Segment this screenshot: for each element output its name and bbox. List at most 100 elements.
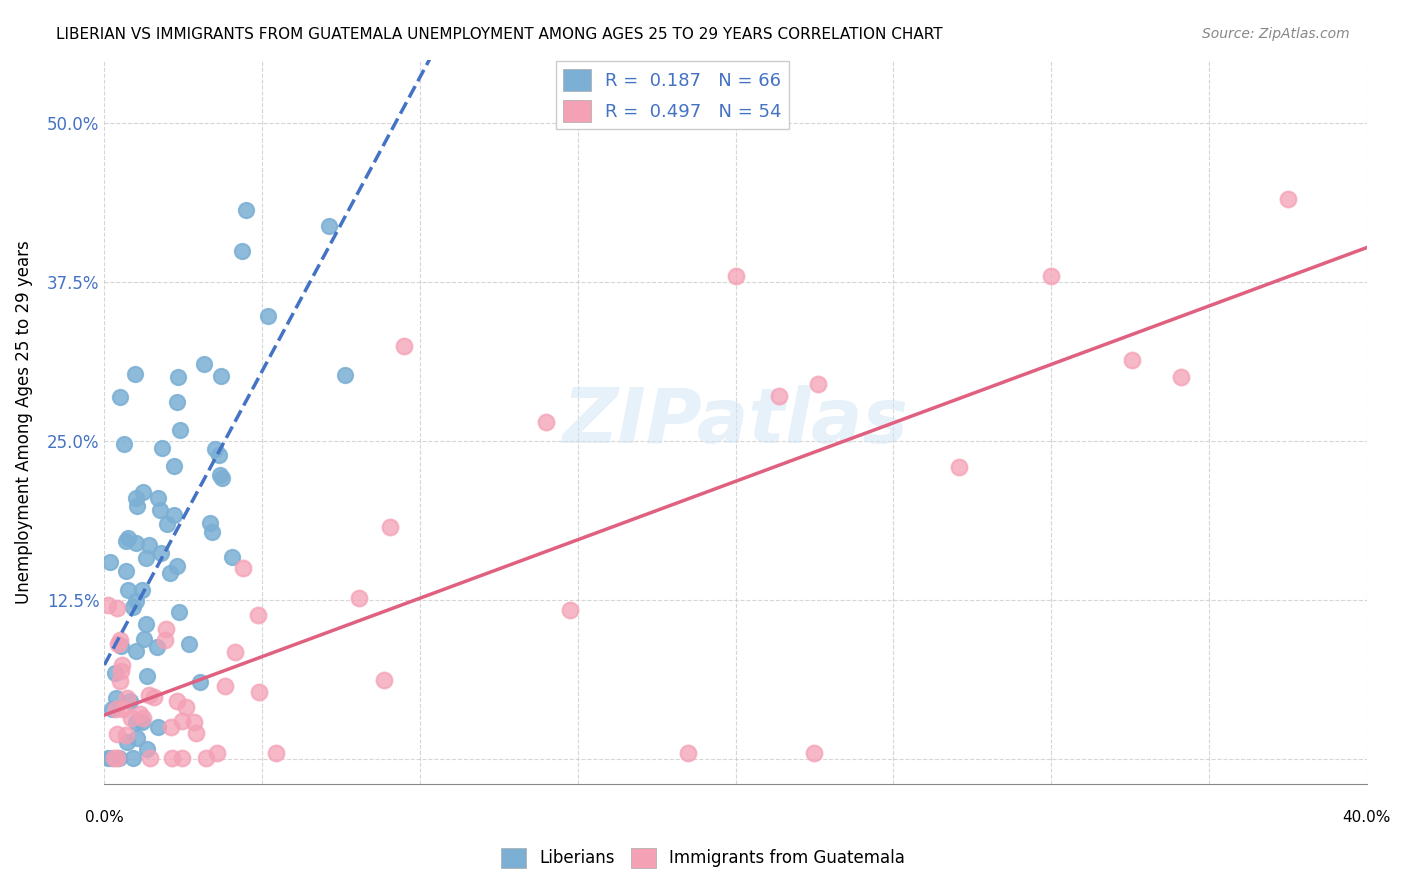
Point [105, 727, 128, 741]
Point [124, 367, 146, 381]
Point [166, 559, 188, 574]
Text: ZIPatlas: ZIPatlas [562, 385, 908, 459]
Point [198, 516, 221, 530]
Point [807, 376, 830, 391]
Point [208, 448, 231, 462]
Point [135, 551, 157, 566]
Point [132, 711, 155, 725]
Point [724, 268, 747, 283]
Point [169, 423, 191, 437]
Point [392, 339, 415, 353]
Point [107, 637, 129, 651]
Point [131, 714, 153, 729]
Point [333, 368, 356, 383]
Point [117, 582, 139, 597]
Point [146, 640, 169, 654]
Point [124, 535, 146, 549]
Point [160, 720, 183, 734]
Text: LIBERIAN VS IMMIGRANTS FROM GUATEMALA UNEMPLOYMENT AMONG AGES 25 TO 29 YEARS COR: LIBERIAN VS IMMIGRANTS FROM GUATEMALA UN… [56, 27, 943, 42]
Point [115, 690, 138, 705]
Point [150, 546, 173, 560]
Point [257, 310, 280, 324]
Point [110, 664, 132, 678]
Point [373, 673, 395, 687]
Point [194, 750, 217, 764]
Point [98, 555, 121, 569]
Point [120, 711, 142, 725]
Point [264, 746, 287, 760]
Point [558, 602, 581, 616]
Point [125, 491, 148, 506]
Point [177, 637, 200, 651]
Point [122, 750, 145, 764]
Text: 0.0%: 0.0% [84, 810, 124, 825]
Text: 40.0%: 40.0% [1343, 810, 1391, 825]
Point [183, 714, 205, 729]
Point [149, 502, 172, 516]
Point [121, 599, 143, 614]
Point [209, 369, 232, 384]
Point [163, 459, 186, 474]
Point [117, 531, 139, 545]
Point [1121, 353, 1143, 368]
Point [221, 549, 243, 564]
Point [103, 750, 125, 764]
Point [114, 534, 136, 549]
Point [112, 702, 135, 716]
Legend: Liberians, Immigrants from Guatemala: Liberians, Immigrants from Guatemala [494, 841, 912, 875]
Point [105, 601, 128, 615]
Point [105, 750, 128, 764]
Point [170, 750, 193, 764]
Point [184, 726, 207, 740]
Point [166, 694, 188, 708]
Point [148, 720, 170, 734]
Point [190, 675, 212, 690]
Point [136, 742, 159, 756]
Point [136, 669, 159, 683]
Point [1040, 268, 1063, 283]
Point [224, 645, 246, 659]
Y-axis label: Unemployment Among Ages 25 to 29 years: Unemployment Among Ages 25 to 29 years [15, 240, 32, 604]
Point [143, 690, 166, 704]
Point [132, 632, 155, 646]
Point [127, 499, 149, 513]
Point [128, 707, 150, 722]
Point [125, 594, 148, 608]
Point [204, 442, 226, 456]
Point [166, 395, 188, 409]
Point [167, 606, 190, 620]
Point [135, 616, 157, 631]
Point [318, 219, 340, 234]
Point [108, 390, 131, 404]
Point [125, 731, 148, 746]
Point [97, 750, 120, 764]
Point [174, 699, 197, 714]
Point [104, 691, 127, 706]
Point [108, 750, 131, 764]
Point [159, 566, 181, 580]
Point [132, 485, 155, 500]
Point [96, 599, 118, 613]
Point [948, 459, 970, 474]
Point [115, 564, 138, 578]
Legend: R =  0.187   N = 66, R =  0.497   N = 54: R = 0.187 N = 66, R = 0.497 N = 54 [557, 62, 789, 129]
Point [247, 685, 270, 699]
Point [172, 714, 194, 728]
Point [678, 746, 700, 760]
Point [214, 679, 236, 693]
Point [100, 750, 122, 764]
Point [378, 520, 401, 534]
Point [211, 470, 233, 484]
Point [115, 728, 138, 742]
Point [118, 694, 141, 708]
Point [104, 702, 127, 716]
Point [160, 750, 183, 764]
Text: Source: ZipAtlas.com: Source: ZipAtlas.com [1202, 27, 1350, 41]
Point [125, 715, 148, 730]
Point [125, 644, 148, 658]
Point [155, 622, 177, 636]
Point [110, 640, 132, 654]
Point [193, 357, 215, 371]
Point [347, 591, 370, 605]
Point [534, 415, 557, 429]
